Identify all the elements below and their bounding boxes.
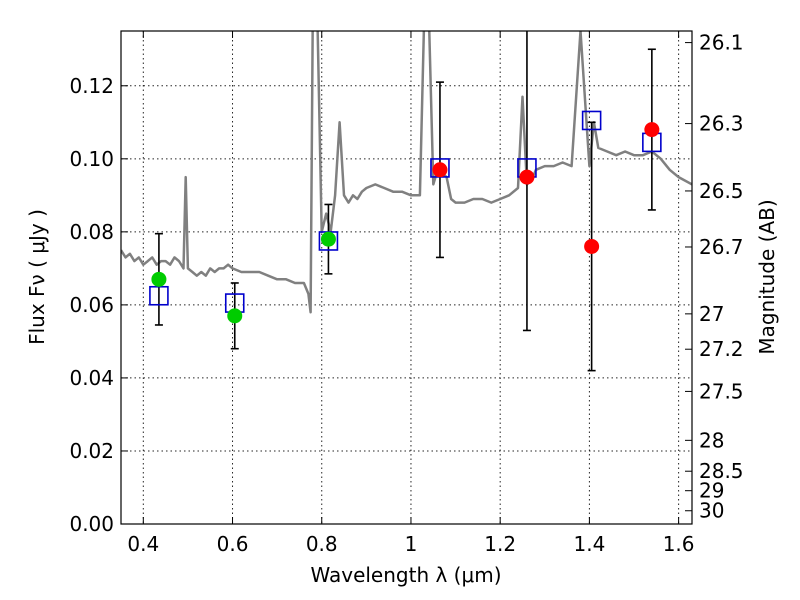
y2-axis-title: Magnitude (AB) — [755, 199, 779, 354]
x-tick-label: 1.4 — [573, 532, 605, 556]
nir-point — [432, 162, 448, 178]
x-tick-label: 1 — [405, 532, 418, 556]
grid-lines — [121, 31, 692, 524]
y-axis-title: Flux Fν ( μJy ) — [25, 209, 49, 345]
x-tick-label: 0.8 — [306, 532, 338, 556]
tick-labels: 0.4 0.6 0.8 1 1.2 1.4 1.6 0.00 0.02 0.04 0.06 0.08 0… — [69, 31, 743, 556]
plot-background — [121, 31, 692, 524]
x-tick-label: 1.6 — [663, 532, 695, 556]
nir-point — [584, 238, 600, 254]
y-tick-label: 0.08 — [69, 220, 114, 244]
y2-tick-label: 29 — [699, 479, 724, 503]
y2-tick-label: 30 — [699, 499, 724, 523]
detection-layer — [151, 122, 660, 324]
y-tick-label: 0.00 — [69, 512, 114, 536]
y-tick-label: 0.12 — [69, 74, 114, 98]
y2-tick-label: 26.3 — [699, 112, 744, 136]
y2-tick-label: 28 — [699, 428, 724, 452]
y-tick-label: 0.02 — [69, 439, 114, 463]
y2-tick-label: 26.1 — [699, 31, 744, 55]
optical-point — [151, 271, 167, 287]
nir-point — [644, 122, 660, 138]
nir-point — [519, 169, 535, 185]
y2-tick-label: 28.5 — [699, 459, 744, 483]
y-tick-label: 0.10 — [69, 147, 114, 171]
y2-tick-label: 27 — [699, 302, 724, 326]
y2-tick-label: 26.5 — [699, 179, 744, 203]
plot-frame — [120, 30, 693, 525]
model-spectrum-line — [121, 31, 692, 314]
x-tick-label: 0.4 — [127, 532, 159, 556]
x-tick-label: 1.2 — [484, 532, 516, 556]
y-tick-label: 0.06 — [69, 293, 114, 317]
x-axis-title: Wavelength λ (μm) — [310, 563, 501, 587]
model-spectrum-layer — [121, 31, 692, 314]
optical-point — [227, 308, 243, 324]
band-flux-square — [581, 110, 602, 131]
optical-point — [320, 231, 336, 247]
y2-tick-label: 27.2 — [699, 337, 744, 361]
x-tick-label: 0.6 — [217, 532, 249, 556]
y-tick-label: 0.04 — [69, 366, 114, 390]
y2-tick-label: 27.5 — [699, 379, 744, 403]
y2-tick-label: 26.7 — [699, 235, 744, 259]
axis-ticks — [121, 31, 692, 525]
